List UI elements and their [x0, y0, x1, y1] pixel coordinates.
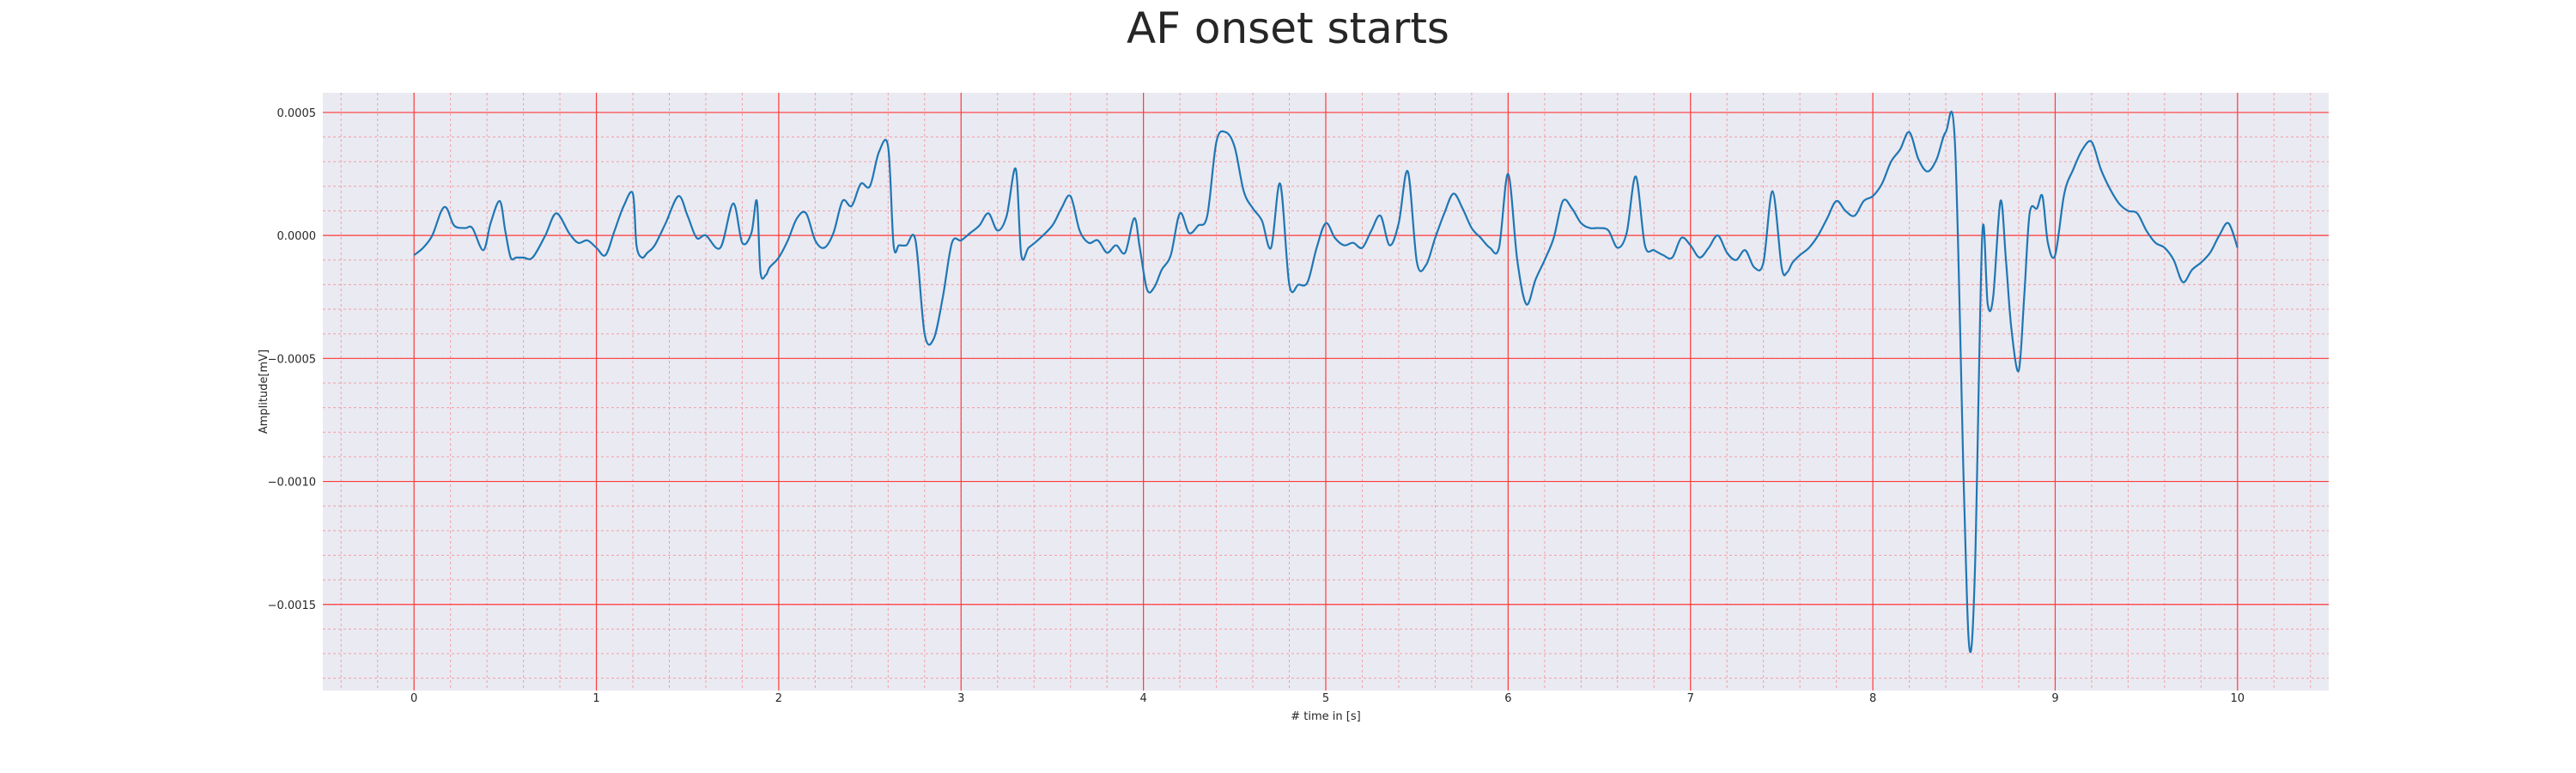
- y-tick-label: 0.0005: [277, 107, 317, 120]
- y-axis-label: Amplitude[mV]: [258, 350, 270, 434]
- y-tick-labels: 0.0005 0.0000 −0.0005 −0.0010 −0.0015: [268, 107, 316, 612]
- x-axis-label: # time in [s]: [1291, 710, 1360, 723]
- y-tick-label: −0.0010: [268, 477, 316, 490]
- series-line-0: [413, 111, 2239, 654]
- y-tick-label: 0.0000: [277, 230, 317, 243]
- x-tick-label: 8: [1869, 692, 1876, 705]
- x-tick-label: 3: [957, 692, 964, 705]
- x-tick-label: 9: [2051, 692, 2058, 705]
- y-tick-label: −0.0015: [268, 600, 316, 612]
- x-tick-label: 5: [1322, 692, 1329, 705]
- x-tick-label: 6: [1504, 692, 1511, 705]
- x-tick-label: 0: [410, 692, 417, 705]
- major-grid: [323, 93, 2329, 691]
- x-tick-label: 10: [2231, 692, 2245, 705]
- series-layer: [413, 111, 2239, 654]
- x-tick-labels: 0 1 2 3 4 5 6 7 8 9 10: [410, 692, 2245, 705]
- x-tick-label: 7: [1687, 692, 1694, 705]
- chart-title: AF onset starts: [1127, 3, 1449, 53]
- y-tick-label: −0.0005: [268, 353, 316, 366]
- x-tick-label: 1: [592, 692, 599, 705]
- x-tick-label: 4: [1139, 692, 1146, 705]
- x-tick-label: 2: [775, 692, 782, 705]
